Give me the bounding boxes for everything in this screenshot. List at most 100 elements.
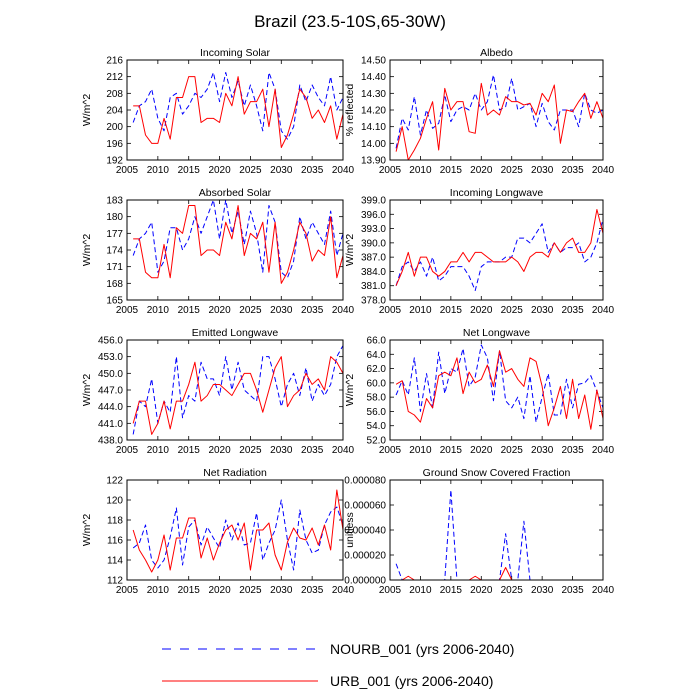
- x-tick-label: 2015: [178, 165, 201, 176]
- x-tick-label: 2040: [592, 445, 615, 456]
- x-tick-label: 2025: [239, 585, 262, 596]
- x-tick-label: 2040: [332, 585, 355, 596]
- y-tick-label: 14.00: [361, 139, 386, 150]
- y-tick-label: 450.0: [98, 369, 123, 380]
- x-tick-label: 2020: [208, 445, 231, 456]
- x-tick-label: 2035: [301, 445, 324, 456]
- panel-net-longwave: Net Longwave W/m^2 2005 2010 2015 2020 2025 203…: [344, 327, 615, 456]
- x-tick-label: 2020: [208, 305, 231, 316]
- x-tick-label: 2030: [531, 165, 554, 176]
- y-tick-label: 212: [106, 72, 123, 83]
- series-line-urb-001-net-longwave: [395, 350, 604, 430]
- y-tick-label: 387.0: [361, 253, 386, 264]
- series-line-nourb-001-ground-snow-covered-fraction: [395, 489, 603, 581]
- y-tick-label: 390.0: [361, 238, 386, 249]
- x-tick-label: 2025: [501, 305, 524, 316]
- y-axis-label-net-radiation: W/m^2: [81, 514, 93, 547]
- series-line-urb-001-net-radiation: [132, 489, 344, 573]
- y-tick-label: 66.0: [367, 336, 387, 347]
- panel-absorbed-solar: Absorbed Solar W/m^2 2005 2010 2015 2020 2025 2…: [81, 187, 355, 316]
- panel-title-albedo: Albedo: [480, 47, 513, 59]
- panel-title-emitted-longwave: Emitted Longwave: [192, 327, 279, 339]
- x-tick-label: 2035: [561, 305, 584, 316]
- y-axis-label-emitted-longwave: W/m^2: [81, 374, 93, 407]
- x-tick-label: 2005: [116, 445, 139, 456]
- x-tick-label: 2010: [409, 305, 432, 316]
- y-tick-label: 56.0: [367, 407, 387, 418]
- y-tick-label: 165: [106, 296, 123, 307]
- y-tick-label: 171: [106, 262, 123, 273]
- x-tick-label: 2010: [409, 585, 432, 596]
- x-tick-label: 2030: [531, 445, 554, 456]
- x-tick-label: 2030: [270, 585, 293, 596]
- y-tick-label: 441.0: [98, 419, 123, 430]
- x-tick-label: 2020: [470, 445, 493, 456]
- y-tick-label: 14.10: [361, 122, 386, 133]
- panel-albedo: Albedo % reflected 2005 2010 2015 2020 2025 203…: [344, 47, 615, 176]
- series-line-nourb-001-incoming-solar: [132, 72, 344, 140]
- x-tick-label: 2025: [239, 165, 262, 176]
- x-tick-label: 2010: [409, 445, 432, 456]
- x-tick-label: 2030: [270, 445, 293, 456]
- x-tick-label: 2015: [440, 445, 463, 456]
- series-line-nourb-001-absorbed-solar: [132, 199, 344, 279]
- y-tick-label: 396.0: [361, 210, 386, 221]
- y-tick-label: 456.0: [98, 336, 123, 347]
- x-tick-label: 2025: [501, 585, 524, 596]
- y-tick-label: 183: [106, 196, 123, 207]
- series-line-urb-001-emitted-longwave: [132, 356, 344, 435]
- y-tick-label: 378.0: [361, 296, 386, 307]
- x-tick-label: 2010: [147, 445, 170, 456]
- x-tick-label: 2040: [332, 165, 355, 176]
- x-tick-label: 2010: [147, 585, 170, 596]
- y-axis-label-net-longwave: W/m^2: [344, 374, 356, 407]
- series-line-urb-001-absorbed-solar: [133, 205, 344, 284]
- x-tick-label: 2035: [301, 165, 324, 176]
- x-tick-label: 2035: [561, 445, 584, 456]
- y-tick-label: 204: [106, 106, 123, 117]
- y-tick-label: 216: [106, 56, 123, 67]
- x-tick-label: 2005: [379, 445, 402, 456]
- y-tick-label: 58.0: [367, 393, 387, 404]
- y-axis-label-ground-snow-covered-fraction: unitless: [344, 512, 356, 548]
- y-tick-label: 438.0: [98, 436, 123, 447]
- series-line-urb-001-incoming-solar: [133, 76, 344, 148]
- x-tick-label: 2025: [239, 305, 262, 316]
- x-tick-label: 2005: [116, 305, 139, 316]
- panel-incoming-solar: Incoming Solar W/m^2 2005 2010 2015 2020 2025 2…: [81, 47, 355, 176]
- y-tick-label: 14.30: [361, 89, 386, 100]
- x-tick-label: 2020: [470, 165, 493, 176]
- y-tick-label: 118: [107, 516, 123, 527]
- x-tick-label: 2040: [592, 165, 615, 176]
- x-tick-label: 2040: [332, 445, 355, 456]
- x-tick-label: 2035: [301, 585, 324, 596]
- y-tick-label: 393.0: [361, 224, 386, 235]
- y-tick-label: 122: [106, 476, 123, 487]
- x-tick-label: 2030: [270, 165, 293, 176]
- x-tick-label: 2025: [501, 445, 524, 456]
- y-tick-label: 196: [106, 139, 123, 150]
- figure-title: Brazil (23.5-10S,65-30W): [254, 12, 446, 31]
- panel-net-radiation: Net Radiation W/m^2 2005 2010 2015 2020 2025 20…: [81, 467, 355, 596]
- y-tick-label: 381.0: [361, 281, 386, 292]
- y-tick-label: 13.90: [361, 156, 386, 167]
- y-axis-label-incoming-solar: W/m^2: [81, 94, 93, 127]
- panel-emitted-longwave: Emitted Longwave W/m^2 2005 2010 2015 2020 202…: [81, 327, 355, 456]
- y-tick-label: 208: [106, 89, 123, 100]
- x-tick-label: 2030: [270, 305, 293, 316]
- x-tick-label: 2015: [178, 445, 201, 456]
- x-tick-label: 2010: [147, 305, 170, 316]
- x-tick-label: 2010: [147, 165, 170, 176]
- y-tick-label: 168: [106, 279, 123, 290]
- plot-frame-incoming-longwave: [389, 199, 604, 301]
- y-tick-label: 0.000040: [344, 526, 386, 537]
- y-tick-label: 14.40: [361, 72, 386, 83]
- y-tick-label: 116: [107, 536, 123, 547]
- panel-title-net-longwave: Net Longwave: [463, 327, 530, 339]
- panel-title-absorbed-solar: Absorbed Solar: [199, 187, 272, 199]
- panel-title-incoming-longwave: Incoming Longwave: [450, 187, 544, 199]
- panel-title-net-radiation: Net Radiation: [203, 467, 267, 479]
- y-tick-label: 60.0: [367, 378, 387, 389]
- legend-label-urb: URB_001 (yrs 2006-2040): [330, 673, 493, 689]
